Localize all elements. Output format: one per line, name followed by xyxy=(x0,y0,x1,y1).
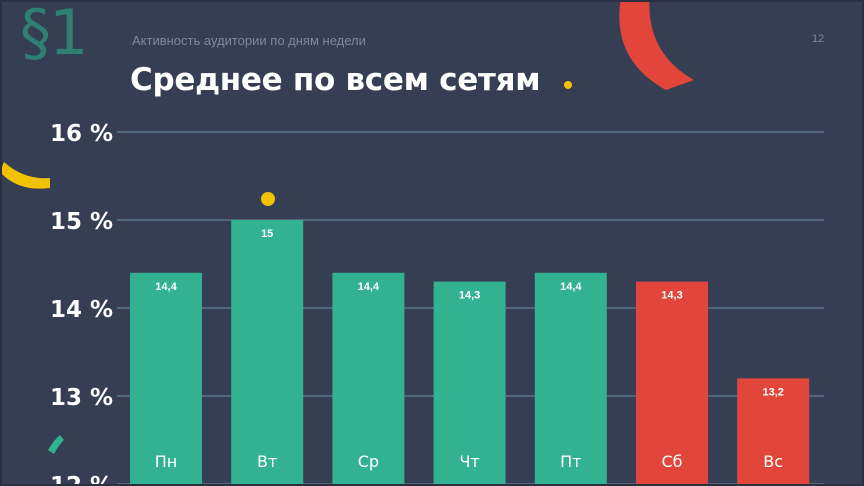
bar-value-label: 14,4 xyxy=(560,281,582,293)
teal-arc-decoration xyxy=(48,435,64,454)
bar xyxy=(534,272,607,484)
red-arc-decoration xyxy=(619,2,694,90)
x-category-label: Сб xyxy=(661,452,682,471)
bar xyxy=(636,281,708,484)
x-category-label: Пт xyxy=(560,452,581,471)
section-mark: §1 xyxy=(20,0,88,69)
x-category-label: Чт xyxy=(459,452,479,471)
bar-value-label: 14,3 xyxy=(661,290,682,302)
y-tick-label: 14 % xyxy=(50,297,113,323)
bar xyxy=(433,281,506,484)
x-category-label: Вт xyxy=(257,452,277,471)
yellow-arc-decoration xyxy=(2,162,50,189)
x-category-label: Ср xyxy=(358,452,379,471)
x-category-label: Пн xyxy=(155,452,178,471)
y-tick-label: 16 % xyxy=(50,121,113,147)
bar-value-label: 14,4 xyxy=(358,281,380,293)
slide-subtitle: Активность аудитории по дням недели xyxy=(132,33,366,48)
bar xyxy=(231,220,304,484)
bar xyxy=(130,272,202,484)
yellow-dot-above-bar xyxy=(261,192,275,206)
chart-title: Среднее по всем сетям xyxy=(130,62,541,98)
y-tick-label: 13 % xyxy=(50,385,113,411)
page-number: 12 xyxy=(812,33,825,45)
yellow-dot-decoration xyxy=(564,81,572,89)
bar xyxy=(332,272,405,484)
bar xyxy=(737,378,810,484)
x-category-label: Вс xyxy=(763,452,783,471)
y-tick-label: 12 % xyxy=(50,473,113,484)
y-tick-label: 15 % xyxy=(50,209,113,235)
bar-value-label: 13,2 xyxy=(762,386,783,398)
bar-value-label: 15 xyxy=(261,228,273,240)
bar-value-label: 14,4 xyxy=(155,281,177,293)
bar-value-label: 14,3 xyxy=(459,290,480,302)
